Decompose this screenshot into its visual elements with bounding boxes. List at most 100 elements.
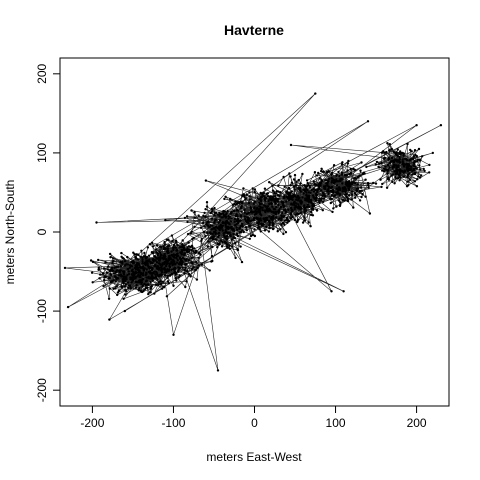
data-point: [419, 158, 422, 162]
data-point: [105, 271, 109, 274]
data-point: [279, 191, 282, 194]
data-point: [227, 222, 230, 225]
data-point: [157, 262, 161, 265]
data-point: [218, 219, 222, 222]
data-point: [151, 252, 155, 255]
data-point: [181, 239, 184, 242]
data-point: [253, 213, 257, 216]
data-point: [414, 167, 417, 170]
data-point: [261, 224, 264, 227]
data-point: [431, 151, 434, 155]
data-point: [150, 285, 153, 288]
data-point: [160, 282, 163, 285]
data-point: [309, 191, 312, 194]
data-point: [313, 197, 316, 200]
data-point: [126, 274, 129, 277]
data-point: [134, 286, 138, 289]
data-point: [296, 220, 299, 223]
data-point: [303, 216, 306, 219]
data-point: [364, 195, 367, 198]
data-point: [211, 237, 214, 241]
data-point: [243, 215, 246, 218]
data-point: [405, 158, 409, 162]
data-point: [331, 177, 334, 180]
data-point: [103, 267, 106, 270]
data-point: [218, 214, 221, 218]
data-point: [116, 293, 119, 297]
data-point: [263, 187, 267, 190]
data-point: [229, 234, 232, 237]
data-point: [218, 211, 221, 215]
data-point: [272, 217, 275, 220]
data-point: [259, 199, 263, 203]
data-point: [63, 266, 67, 270]
data-point: [216, 369, 220, 372]
data-point: [317, 171, 320, 175]
data-point: [120, 255, 123, 258]
data-point: [183, 248, 186, 252]
data-point: [149, 291, 152, 294]
data-point: [245, 212, 249, 216]
data-point: [263, 229, 267, 232]
data-point: [249, 234, 253, 238]
data-point: [175, 257, 178, 260]
data-point: [273, 191, 276, 195]
data-point: [397, 159, 401, 162]
data-point: [413, 160, 417, 163]
data-point: [366, 181, 370, 185]
data-point: [276, 200, 280, 203]
data-point: [197, 264, 201, 267]
data-point: [157, 268, 160, 271]
data-point: [216, 246, 219, 249]
data-point: [330, 194, 334, 197]
data-point: [195, 251, 198, 254]
data-point: [221, 212, 225, 215]
data-point: [403, 170, 407, 173]
data-point: [175, 261, 179, 264]
data-point: [90, 271, 94, 274]
data-point: [412, 167, 415, 171]
data-point: [209, 232, 213, 235]
data-point: [233, 220, 236, 223]
data-point: [216, 213, 219, 216]
data-point: [259, 196, 262, 199]
data-point: [418, 164, 421, 167]
data-point: [138, 279, 142, 282]
data-point: [144, 283, 147, 286]
data-point: [350, 198, 353, 201]
data-point: [164, 218, 167, 222]
data-point: [318, 183, 321, 186]
data-point: [359, 169, 362, 172]
data-point: [247, 217, 250, 220]
data-point: [244, 218, 247, 221]
data-point: [428, 171, 431, 174]
data-point: [235, 202, 239, 205]
data-point: [144, 273, 147, 277]
data-point: [167, 251, 170, 254]
data-point: [293, 203, 296, 207]
data-point: [210, 207, 214, 210]
data-point: [352, 206, 355, 209]
data-point: [422, 167, 425, 171]
data-point: [231, 227, 234, 230]
data-point: [113, 275, 117, 278]
data-point: [303, 208, 306, 211]
data-point: [306, 181, 309, 185]
data-point: [356, 187, 360, 190]
data-point: [305, 209, 308, 212]
data-point: [259, 219, 263, 222]
data-point: [293, 188, 296, 191]
data-point: [150, 241, 154, 244]
data-point: [166, 259, 170, 262]
data-point: [142, 262, 146, 265]
data-point: [275, 192, 278, 195]
data-point: [178, 274, 181, 277]
data-point: [159, 251, 162, 255]
data-point: [174, 239, 178, 242]
data-point: [287, 186, 291, 190]
data-point: [263, 198, 267, 202]
data-point: [269, 197, 273, 201]
data-point: [305, 205, 309, 209]
data-point: [423, 169, 426, 173]
data-point: [290, 202, 293, 205]
